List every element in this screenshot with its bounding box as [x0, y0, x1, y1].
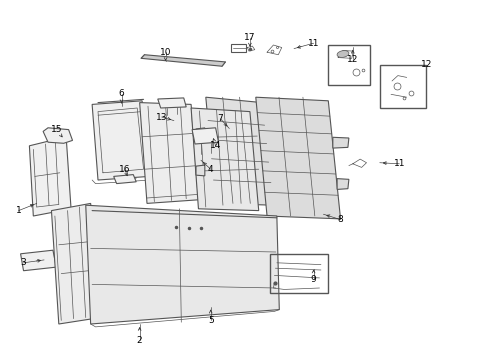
Polygon shape: [196, 165, 205, 176]
Polygon shape: [21, 250, 56, 271]
Polygon shape: [29, 137, 71, 216]
Text: 17: 17: [244, 33, 256, 42]
Text: 11: 11: [393, 159, 405, 168]
Polygon shape: [86, 205, 279, 324]
Bar: [328, 45, 370, 85]
Polygon shape: [196, 128, 205, 139]
Text: 11: 11: [308, 39, 319, 48]
Text: 6: 6: [119, 89, 124, 98]
Ellipse shape: [337, 51, 349, 57]
Polygon shape: [256, 97, 341, 219]
Text: 5: 5: [208, 316, 214, 325]
Polygon shape: [43, 128, 73, 143]
Polygon shape: [192, 128, 219, 144]
Polygon shape: [206, 97, 273, 205]
Text: 12: 12: [347, 55, 359, 64]
Text: 9: 9: [311, 275, 317, 284]
Text: 14: 14: [210, 141, 221, 150]
Polygon shape: [191, 108, 259, 211]
Polygon shape: [337, 179, 349, 189]
Text: 16: 16: [119, 165, 131, 174]
Text: 2: 2: [137, 336, 143, 345]
Polygon shape: [333, 137, 349, 148]
Bar: [380, 65, 426, 108]
Bar: [270, 254, 328, 293]
Polygon shape: [51, 203, 100, 324]
Polygon shape: [140, 103, 198, 203]
Text: 1: 1: [16, 206, 22, 215]
Polygon shape: [158, 98, 186, 108]
Text: 15: 15: [50, 125, 62, 134]
Text: 13: 13: [156, 112, 168, 122]
Polygon shape: [114, 175, 136, 184]
Bar: [231, 44, 246, 52]
Text: 7: 7: [218, 114, 223, 123]
Polygon shape: [92, 101, 149, 180]
Text: 10: 10: [160, 48, 172, 57]
Text: 3: 3: [21, 258, 26, 267]
Text: 4: 4: [208, 165, 214, 174]
Polygon shape: [141, 55, 225, 66]
Text: 8: 8: [338, 215, 343, 224]
Text: 12: 12: [420, 60, 432, 69]
